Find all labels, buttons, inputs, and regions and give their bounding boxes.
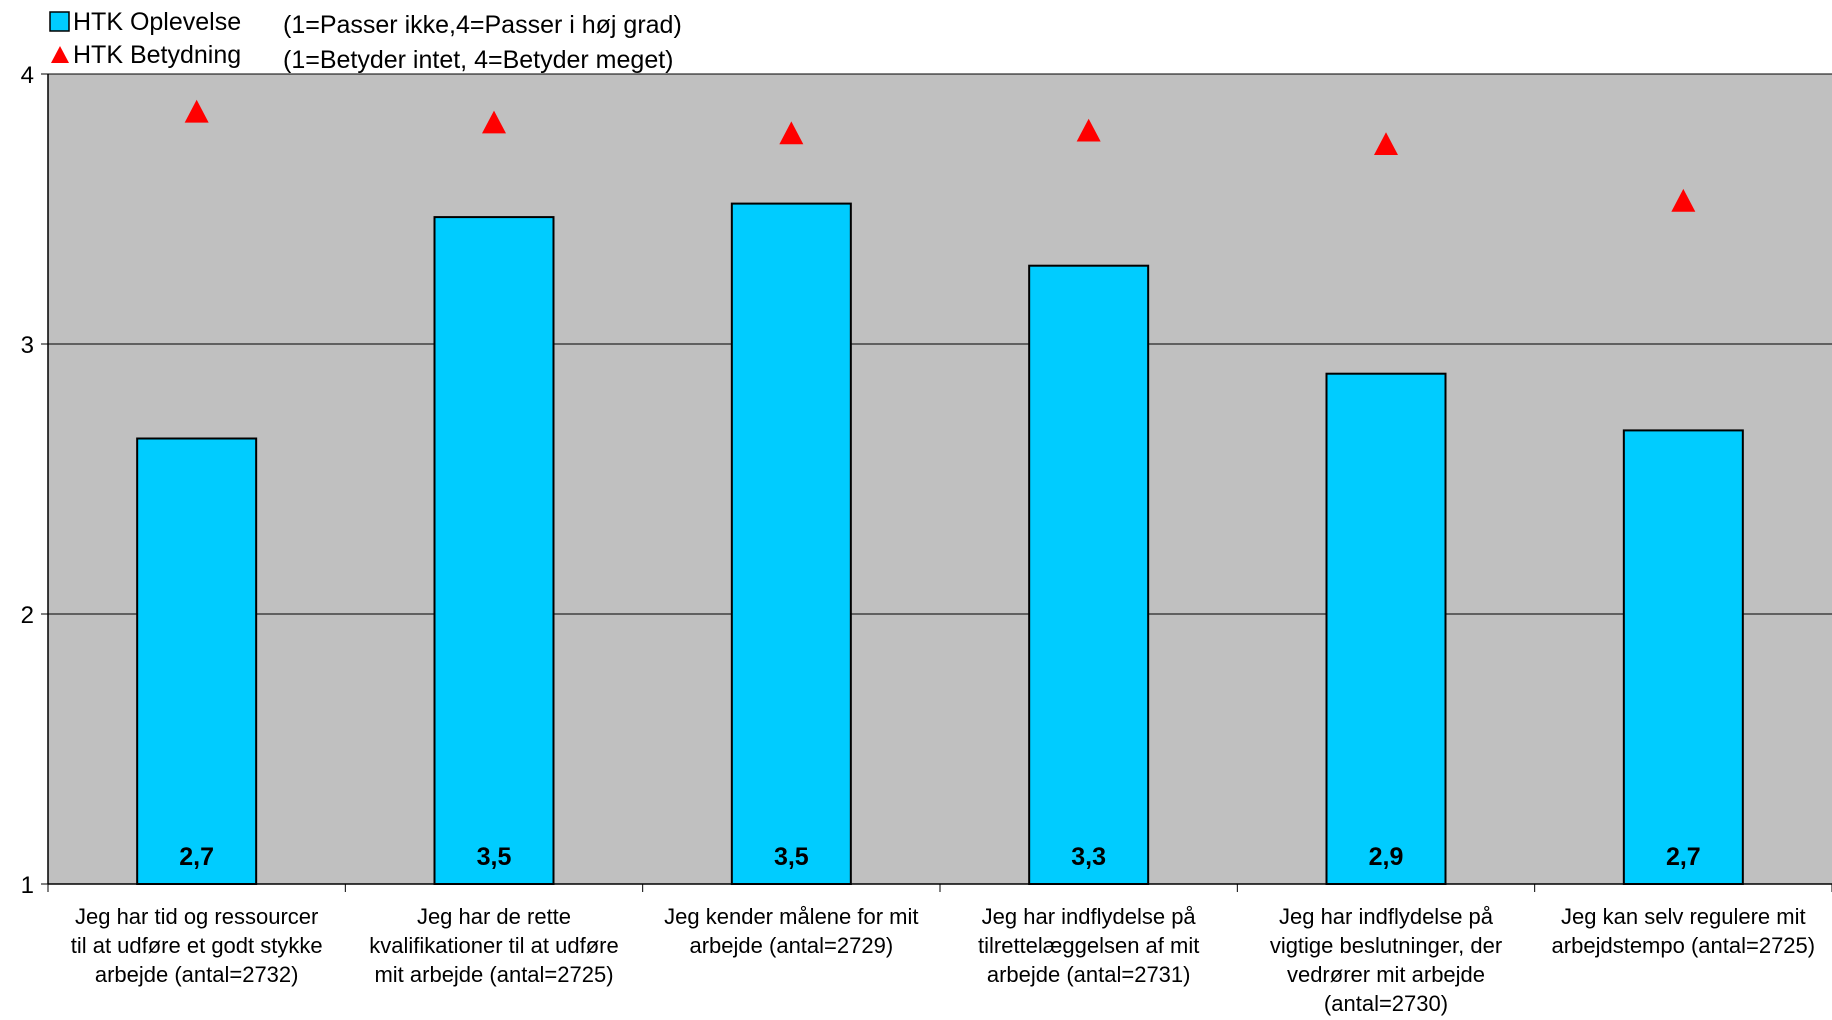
bar-value-label-1: 2,7 xyxy=(179,843,214,871)
bar-value-label-2: 3,5 xyxy=(477,843,512,871)
scale-note-oplevelse: (1=Passer ikke,4=Passer i høj grad) xyxy=(283,11,682,39)
category-label-2: Jeg har de rette kvalifikationer til at u… xyxy=(369,904,618,987)
category-label-3: Jeg kender målene for mit arbejde (antal=… xyxy=(664,904,918,958)
bar-4 xyxy=(1029,266,1148,884)
bar-5 xyxy=(1327,374,1446,884)
plot-area: 1 2 3 4 2,7 Jeg har tid og ressourcer til at u… xyxy=(21,62,1832,1016)
category-label-6: Jeg kan selv regulere mit arbejdstempo (a… xyxy=(1552,904,1816,958)
legend: HTK Oplevelse HTK Betydning xyxy=(50,8,241,69)
bar-value-label-3: 3,5 xyxy=(774,843,809,871)
scale-note-betydning: (1=Betyder intet, 4=Betyder meget) xyxy=(283,46,674,74)
bar-2 xyxy=(435,217,554,884)
y-tick-label-4: 4 xyxy=(21,62,34,89)
bar-value-label-6: 2,7 xyxy=(1666,843,1701,871)
bar-3 xyxy=(732,204,851,884)
bar-value-label-4: 3,3 xyxy=(1071,843,1106,871)
category-label-1: Jeg har tid og ressourcer til at udføre e… xyxy=(71,904,323,987)
category-label-4: Jeg har indflydelse på tilrettelæggelsen … xyxy=(978,904,1199,987)
plot-background xyxy=(48,74,1832,884)
legend-bar-swatch xyxy=(50,12,69,31)
bar-value-label-5: 2,9 xyxy=(1369,843,1404,871)
legend-label-oplevelse: HTK Oplevelse xyxy=(73,8,241,36)
y-tick-label-3: 3 xyxy=(21,332,34,359)
legend-label-betydning: HTK Betydning xyxy=(73,41,241,69)
category-label-5: Jeg har indflydelse på vigtige beslutning… xyxy=(1270,904,1502,1016)
bar-6 xyxy=(1624,430,1743,884)
y-tick-label-2: 2 xyxy=(21,602,34,629)
legend-triangle-swatch xyxy=(51,46,69,63)
bar-1 xyxy=(137,439,256,885)
y-tick-label-1: 1 xyxy=(21,872,34,899)
